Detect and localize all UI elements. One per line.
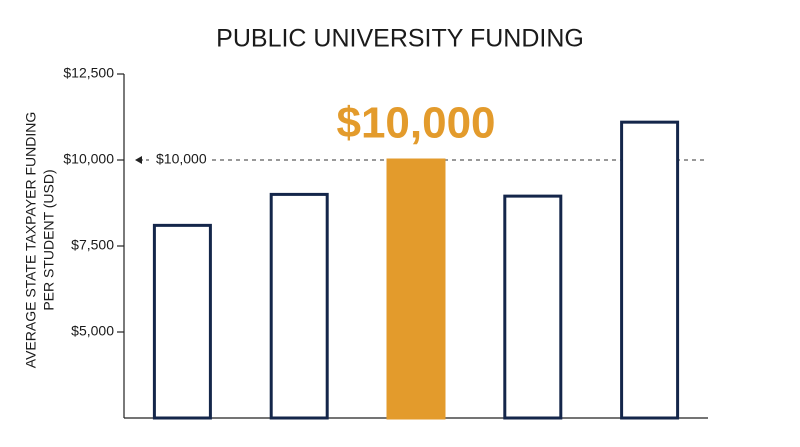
bar <box>152 223 212 420</box>
y-axis-label: AVERAGE STATE TAXPAYER FUNDING PER STUDE… <box>23 112 57 368</box>
y-axis-label-line: AVERAGE STATE TAXPAYER FUNDING <box>23 112 39 368</box>
bar <box>269 192 329 420</box>
reference-label: $10,000 <box>156 151 207 167</box>
y-axis-label-line: PER STUDENT (USD) <box>41 169 57 310</box>
y-tick-label: $5,000 <box>71 323 114 339</box>
value-label: $10,000 <box>336 99 495 148</box>
bar <box>503 194 563 420</box>
y-tick-label: $12,500 <box>63 65 114 81</box>
chart-title: PUBLIC UNIVERSITY FUNDING <box>216 25 584 53</box>
y-tick-label: $10,000 <box>63 151 114 167</box>
y-tick-label: $7,500 <box>71 237 114 253</box>
bar <box>386 158 446 420</box>
bar <box>620 120 680 420</box>
reference-arrow <box>135 156 142 164</box>
